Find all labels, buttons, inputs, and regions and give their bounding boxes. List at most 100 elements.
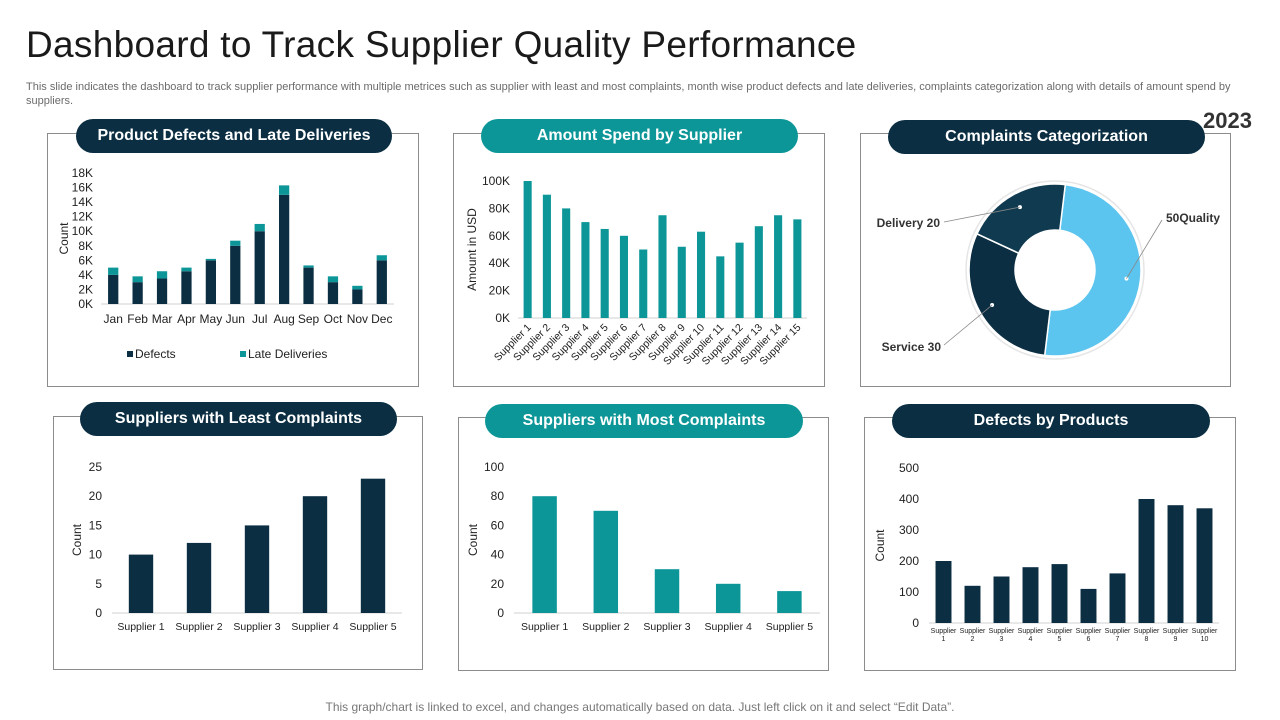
most-complaints-title: Suppliers with Most Complaints <box>485 404 803 438</box>
donut-label-quality: 50Quality <box>1166 211 1220 225</box>
defects_products-x-tick: Supplier <box>1018 628 1044 635</box>
donut-outer-ring <box>965 180 1145 360</box>
amount_spend-y-tick: 40K <box>489 256 510 270</box>
defects_late-y-tick: 10K <box>72 224 93 238</box>
defects_late-y-tick: 14K <box>72 195 93 209</box>
least_complaints-y-tick: 10 <box>89 548 103 562</box>
least_complaints-bar <box>128 554 154 613</box>
most_complaints-y-tick: 80 <box>491 489 505 503</box>
page-subtitle: This slide indicates the dashboard to tr… <box>26 81 1231 107</box>
defects_late-bar-late-deliveries <box>181 267 192 272</box>
donut-label-service: Service 30 <box>882 340 942 354</box>
defects_products-y-tick: 400 <box>899 492 919 506</box>
defects_products-bar <box>1138 499 1155 623</box>
amount_spend-y-tick: 60K <box>489 229 510 243</box>
amount_spend-bar <box>523 181 532 318</box>
defects_late-bar-defects <box>108 274 119 304</box>
most_complaints-bar <box>654 569 680 613</box>
defects_products-x-tick: 9 <box>1174 636 1178 643</box>
defects_late-x-tick: Jul <box>252 312 267 326</box>
defects_products-bar <box>1051 564 1068 623</box>
defects_late-bar-late-deliveries <box>254 223 265 232</box>
most_complaints-bar <box>593 510 619 613</box>
defects_products-bar <box>993 576 1010 623</box>
defects_products-bar <box>1109 573 1126 623</box>
defects_late-bar-defects <box>376 260 387 304</box>
amount_spend-y-tick: 100K <box>482 174 510 188</box>
defects_late-x-tick: Apr <box>177 312 196 326</box>
least_complaints-bar <box>244 525 270 613</box>
defects_late-bar-late-deliveries <box>278 185 290 195</box>
defects_late-bar-late-deliveries <box>303 265 314 268</box>
defects_products-x-tick: Supplier <box>1134 628 1160 635</box>
defects_late-y-tick: 12K <box>72 210 93 224</box>
amount_spend-bar <box>542 194 551 318</box>
least_complaints-x-tick: Supplier 3 <box>233 621 280 633</box>
defects_late-y-tick: 18K <box>72 166 93 180</box>
defects_late-bar-late-deliveries <box>205 258 217 261</box>
defects_products-x-tick: Supplier <box>1076 628 1102 635</box>
defects_late-y-tick: 8K <box>78 239 93 253</box>
amount_spend-bar <box>735 242 744 318</box>
complaints-category-title: Complaints Categorization <box>888 120 1205 154</box>
defects_products-x-tick: Supplier <box>1105 628 1131 635</box>
year-label: 2023 <box>1203 108 1252 133</box>
amount_spend-bar <box>600 228 609 318</box>
defects_products-bar <box>935 561 952 623</box>
defects_late-y-tick: 0K <box>78 297 93 311</box>
defects_products-bar <box>964 585 981 623</box>
most_complaints-y-tick: 100 <box>484 460 504 474</box>
defects_late-y-tick: 6K <box>78 253 93 267</box>
defects-late-title: Product Defects and Late Deliveries <box>76 119 392 153</box>
defects_products-x-tick: Supplier <box>989 628 1015 635</box>
amount_spend-bar <box>793 219 802 318</box>
amount_spend-bar <box>581 222 590 318</box>
defects_late-legend-swatch <box>240 351 246 357</box>
amount_spend-bar <box>562 208 571 318</box>
donut-callout-line <box>943 206 1021 223</box>
least_complaints-y-tick: 0 <box>95 606 102 620</box>
defects_products-bar <box>1167 505 1184 623</box>
defects_late-x-tick: Feb <box>127 312 148 326</box>
defects_late-x-tick: May <box>200 312 223 326</box>
amount_spend-y-label: Amount in USD <box>465 208 479 291</box>
amount_spend-bar <box>754 226 763 318</box>
least_complaints-y-tick: 20 <box>89 489 103 503</box>
most_complaints-bar <box>532 496 557 613</box>
defects_products-y-tick: 200 <box>899 554 919 568</box>
defects_products-x-tick: Supplier <box>960 628 986 635</box>
defects_late-x-tick: Mar <box>152 312 173 326</box>
defects_products-x-tick: Supplier <box>1192 628 1218 635</box>
amount-spend-title: Amount Spend by Supplier <box>481 119 798 153</box>
least_complaints-x-tick: Supplier 5 <box>349 621 396 633</box>
donut-label-delivery: Delivery 20 <box>877 216 941 230</box>
least_complaints-y-tick: 15 <box>89 518 103 532</box>
defects_products-x-tick: 8 <box>1145 636 1149 643</box>
amount_spend-y-tick: 20K <box>489 284 510 298</box>
defects_products-x-tick: 10 <box>1201 636 1209 643</box>
amount_spend-bar <box>658 215 667 318</box>
defects_products-x-tick: 2 <box>971 636 975 643</box>
least_complaints-x-tick: Supplier 1 <box>117 621 164 633</box>
defects_late-legend-swatch <box>127 351 133 357</box>
most_complaints-y-tick: 60 <box>491 518 505 532</box>
most_complaints-x-tick: Supplier 3 <box>643 621 690 633</box>
most_complaints-y-label: Count <box>466 523 480 556</box>
page-title: Dashboard to Track Supplier Quality Perf… <box>26 24 857 65</box>
defects_late-x-tick: Dec <box>371 312 392 326</box>
defects_products-bar <box>1022 567 1039 623</box>
defects_late-bar-late-deliveries <box>327 276 339 283</box>
amount_spend-bar <box>677 246 686 318</box>
most_complaints-y-tick: 20 <box>491 577 505 591</box>
defects_late-x-tick: Aug <box>273 312 294 326</box>
defects_late-y-tick: 2K <box>78 282 93 296</box>
defects_late-legend-label: Defects <box>135 347 176 361</box>
least_complaints-bar <box>302 496 328 613</box>
donut-slice-delivery <box>975 183 1067 255</box>
defects_products-x-tick: Supplier <box>1163 628 1189 635</box>
most_complaints-x-tick: Supplier 5 <box>766 621 813 633</box>
defects_late-bar-defects <box>181 271 192 304</box>
defects_products-x-tick: Supplier <box>1047 628 1073 635</box>
most_complaints-bar <box>715 583 741 613</box>
